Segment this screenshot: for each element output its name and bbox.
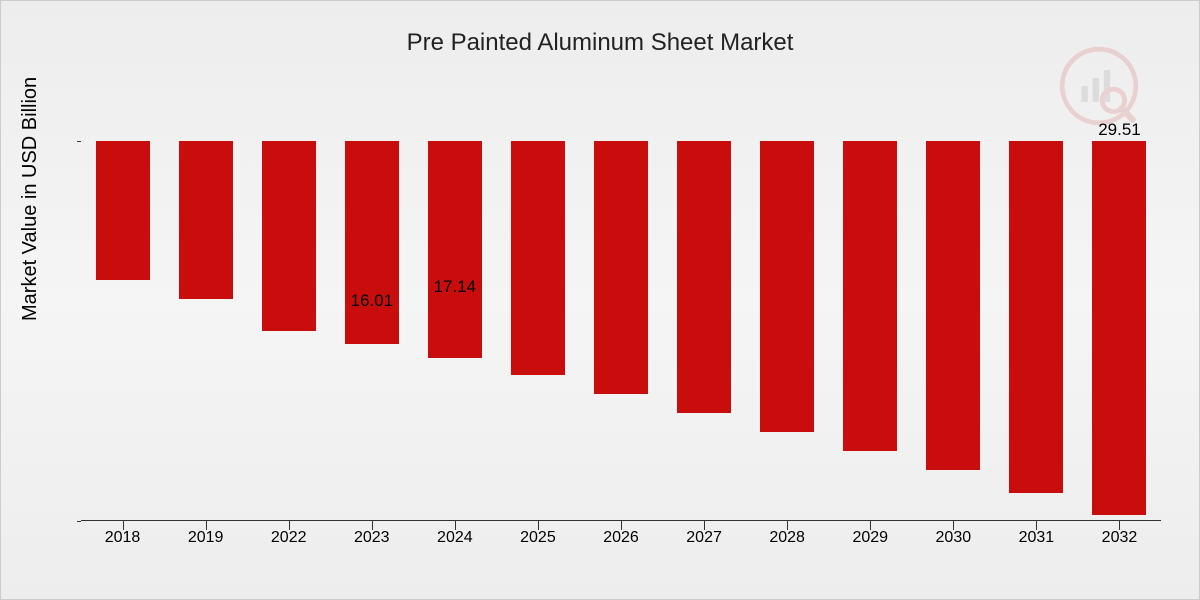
watermark-icon xyxy=(1059,46,1139,126)
bar xyxy=(428,141,482,358)
bar xyxy=(926,141,980,470)
x-axis-label: 2019 xyxy=(164,529,247,547)
y-axis-label: Market Value in USD Billion xyxy=(19,77,42,321)
bar xyxy=(345,141,399,344)
bar xyxy=(594,141,648,394)
bar-value-label: 16.01 xyxy=(350,291,393,311)
y-tick xyxy=(77,521,81,522)
x-axis-labels: 2018201920222023202420252026202720282029… xyxy=(81,529,1161,547)
bar xyxy=(1009,141,1063,493)
x-axis-label: 2027 xyxy=(663,529,746,547)
x-axis-label: 2026 xyxy=(579,529,662,547)
x-axis-label: 2032 xyxy=(1078,529,1161,547)
x-axis-label: 2023 xyxy=(330,529,413,547)
bar-slot: 16.01 xyxy=(330,141,413,520)
bar-slot xyxy=(496,141,579,520)
bar-slot xyxy=(663,141,746,520)
bar-slot xyxy=(81,141,164,520)
bar-value-label: 17.14 xyxy=(434,277,477,297)
bar-slot xyxy=(912,141,995,520)
bar-slot xyxy=(164,141,247,520)
x-axis-label: 2025 xyxy=(496,529,579,547)
bar-value-label: 29.51 xyxy=(1098,120,1141,140)
bar-slot xyxy=(829,141,912,520)
bar xyxy=(262,141,316,331)
chart-container: Pre Painted Aluminum Sheet Market Market… xyxy=(0,0,1200,600)
bar-slot xyxy=(746,141,829,520)
plot-area: 16.01 17.14 29.51 xyxy=(81,141,1161,521)
bar xyxy=(96,141,150,280)
x-axis-label: 2018 xyxy=(81,529,164,547)
bar xyxy=(760,141,814,432)
x-axis-label: 2029 xyxy=(829,529,912,547)
bar-slot: 17.14 xyxy=(413,141,496,520)
x-axis-label: 2024 xyxy=(413,529,496,547)
bar xyxy=(843,141,897,451)
bar xyxy=(511,141,565,375)
bar xyxy=(1092,141,1146,515)
bar-slot xyxy=(995,141,1078,520)
chart-title: Pre Painted Aluminum Sheet Market xyxy=(1,29,1199,57)
x-axis-label: 2030 xyxy=(912,529,995,547)
x-axis-label: 2022 xyxy=(247,529,330,547)
bar xyxy=(179,141,233,299)
bar-slot: 29.51 xyxy=(1078,141,1161,520)
x-axis-label: 2031 xyxy=(995,529,1078,547)
x-axis-label: 2028 xyxy=(746,529,829,547)
bar xyxy=(677,141,731,413)
bar-slot xyxy=(579,141,662,520)
bar-slot xyxy=(247,141,330,520)
bars-group: 16.01 17.14 29.51 xyxy=(81,141,1161,520)
